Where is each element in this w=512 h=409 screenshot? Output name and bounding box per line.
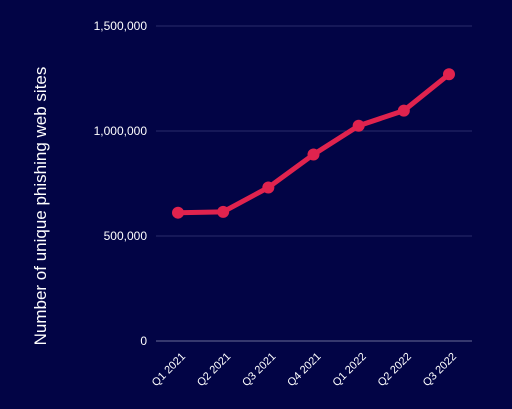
data-point xyxy=(443,68,455,81)
x-tick-label: Q3 2021 xyxy=(240,351,278,389)
y-axis-ticks: 0 500,000 1,000,000 1,500,000 xyxy=(94,19,148,348)
data-point xyxy=(172,206,184,219)
x-tick-label: Q1 2021 xyxy=(150,351,188,389)
data-point xyxy=(217,205,230,218)
x-axis-ticks: Q1 2021 Q2 2021 Q3 2021 Q4 2021 Q1 2022 Q2 20… xyxy=(150,351,459,389)
x-tick-label: Q3 2022 xyxy=(421,351,459,389)
data-point xyxy=(307,148,320,161)
x-tick-label: Q4 2021 xyxy=(285,351,323,389)
data-point xyxy=(352,119,365,132)
data-point xyxy=(262,181,275,194)
data-point xyxy=(397,104,410,117)
x-tick-label: Q2 2021 xyxy=(195,351,233,389)
y-tick-label: 500,000 xyxy=(104,229,148,243)
x-tick-label: Q1 2022 xyxy=(330,351,368,389)
x-tick-label: Q2 2022 xyxy=(376,351,414,389)
y-tick-label: 1,000,000 xyxy=(94,124,148,138)
y-tick-label: 0 xyxy=(140,334,147,348)
y-tick-label: 1,500,000 xyxy=(94,19,148,33)
series-line-group xyxy=(172,68,455,219)
series-line xyxy=(175,71,452,216)
y-axis-title: Number of unique phishing web sites xyxy=(31,67,50,346)
gridlines xyxy=(156,25,472,342)
